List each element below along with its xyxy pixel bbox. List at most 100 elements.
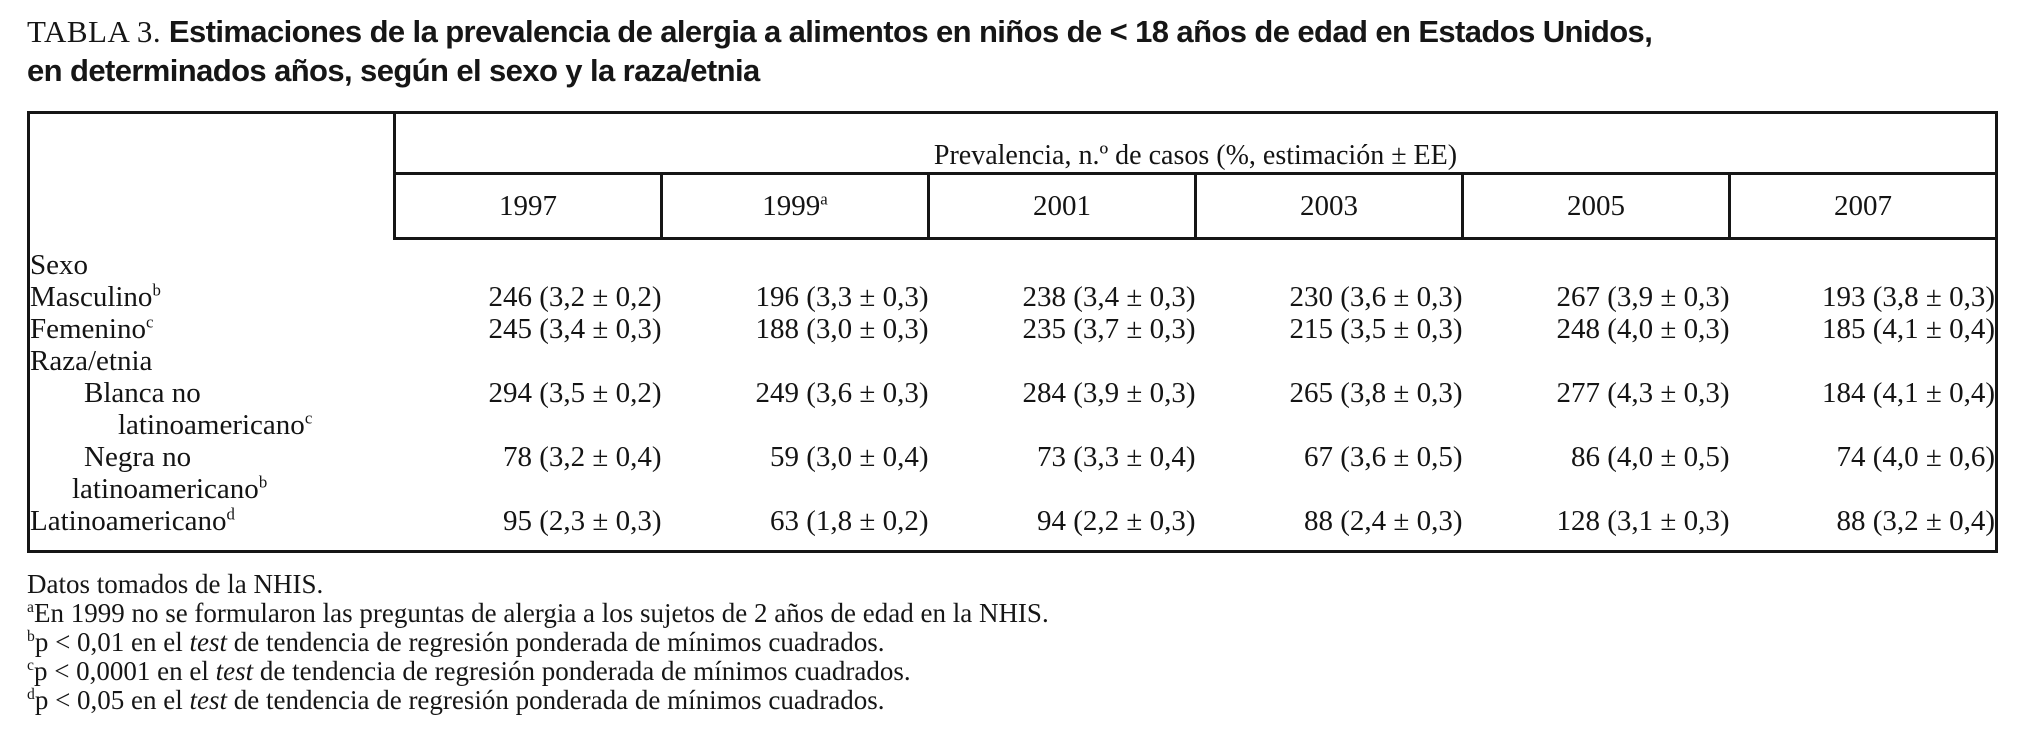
section-label-sexo: Sexo [30,248,88,281]
footnote-text: de tendencia de regresión ponderada de m… [227,627,885,657]
stub-cell [28,112,396,239]
year-label: 1997 [499,189,557,222]
year-label: 2007 [1834,189,1892,222]
empty-cell [929,239,1196,281]
empty-cell [662,239,929,281]
cell-latino-1997: 95 (2,3 ± 0,3) [503,504,662,537]
row-label-line-2: latinoamericanoc [30,409,395,441]
table-number-label: TABLA 3. [27,14,162,49]
empty-cell [1730,239,1997,281]
section-label-raza-etnia: Raza/etnia [30,344,153,377]
cell-negra-2007: 74 (4,0 ± 0,6) [1836,440,1995,473]
row-label-text: Latinoamericano [30,504,227,537]
footnote-marker: c [146,311,154,331]
col-header-2003: 2003 [1194,173,1463,240]
year-label: 2001 [1033,189,1091,222]
table-row: Sexo [29,239,1997,281]
footnote-text: En 1999 no se formularon las preguntas d… [33,598,1049,628]
footnote-italic: test [215,656,254,686]
footnote-marker: d [226,503,235,523]
cell-masculino-2003: 230 (3,6 ± 0,3) [1289,280,1463,313]
footnote-marker: b [27,628,35,645]
table-row: Raza/etnia [29,345,1997,377]
cell-femenino-2001: 235 (3,7 ± 0,3) [1022,312,1196,345]
prevalence-table: Prevalencia, n.º de casos (%, estimación… [27,111,1998,553]
table-title: TABLA 3. Estimaciones de la prevalencia … [27,12,1653,90]
cell-latino-2007: 88 (3,2 ± 0,4) [1836,504,1995,537]
col-header-2005: 2005 [1461,173,1730,240]
footnote-a: aEn 1999 no se formularon las preguntas … [27,599,1049,628]
cell-latino-2005: 128 (3,1 ± 0,3) [1556,504,1730,537]
year-label: 2005 [1567,189,1625,222]
footnote-c: cp < 0,0001 en el test de tendencia de r… [27,657,1049,686]
cell-masculino-1999: 196 (3,3 ± 0,3) [755,280,929,313]
row-label-line-2: latinoamericanob [30,473,395,505]
row-label-line-1: Negra no [84,440,192,473]
header-row-years: 1997 1999a 2001 2003 2005 2007 [29,173,1997,240]
footnote-text: p < 0,01 en el [34,627,190,657]
row-label-text: Masculino [30,280,153,313]
column-group-header: Prevalencia, n.º de casos (%, estimación… [394,112,1997,175]
footnote-marker: c [304,407,313,427]
cell-negra-2003: 67 (3,6 ± 0,5) [1304,440,1463,473]
cell-femenino-2003: 215 (3,5 ± 0,3) [1289,312,1463,345]
footnote-marker: b [152,279,161,299]
table-row: Latinoamericanod 95 (2,3 ± 0,3) 63 (1,8 … [29,505,1997,552]
empty-cell [395,345,662,377]
empty-cell [662,345,929,377]
cell-latino-2003: 88 (2,4 ± 0,3) [1304,504,1463,537]
cell-negra-2001: 73 (3,3 ± 0,4) [1037,440,1196,473]
cell-negra-1997: 78 (3,2 ± 0,4) [503,440,662,473]
empty-cell [1196,345,1463,377]
title-line-2: en determinados años, según el sexo y la… [27,53,760,88]
cell-masculino-2005: 267 (3,9 ± 0,3) [1556,280,1730,313]
cell-masculino-2007: 193 (3,8 ± 0,3) [1822,280,1995,313]
cell-blanca-2005: 277 (4,3 ± 0,3) [1556,376,1730,409]
row-label-line-1: Blanca no [84,376,201,409]
cell-blanca-1997: 294 (3,5 ± 0,2) [488,376,662,409]
empty-cell [1463,239,1730,281]
row-label-text: Femenino [30,312,146,345]
row-label-blanca-no-latinoamericano: Blanca no latinoamericanoc [29,377,395,441]
footnote-b: bp < 0,01 en el test de tendencia de reg… [27,628,1049,657]
cell-latino-1999: 63 (1,8 ± 0,2) [770,504,929,537]
cell-negra-1999: 59 (3,0 ± 0,4) [770,440,929,473]
row-label-latinoamericano: Latinoamericanod [29,505,395,552]
empty-cell [1196,239,1463,281]
year-label: 1999 [762,189,821,222]
empty-cell [929,345,1196,377]
cell-negra-2005: 86 (4,0 ± 0,5) [1571,440,1730,473]
cell-masculino-2001: 238 (3,4 ± 0,3) [1022,280,1196,313]
col-header-2007: 2007 [1728,173,1997,240]
table-row: Masculinob 246 (3,2 ± 0,2) 196 (3,3 ± 0,… [29,281,1997,313]
footnote-text: de tendencia de regresión ponderada de m… [227,685,885,715]
table-row: Negra no latinoamericanob 78 (3,2 ± 0,4)… [29,441,1997,505]
empty-cell [395,239,662,281]
footnote-d: dp < 0,05 en el test de tendencia de reg… [27,686,1049,715]
footnote-source: Datos tomados de la NHIS. [27,569,324,599]
table-row: Blanca no latinoamericanoc 294 (3,5 ± 0,… [29,377,1997,441]
row-label-text: latinoamericano [118,408,305,441]
footnote-italic: test [189,627,228,657]
row-label-text: latinoamericano [72,472,259,505]
cell-femenino-1997: 245 (3,4 ± 0,3) [488,312,662,345]
footnote-marker: a [27,599,34,616]
empty-cell [1463,345,1730,377]
cell-blanca-2003: 265 (3,8 ± 0,3) [1289,376,1463,409]
header-row-group: Prevalencia, n.º de casos (%, estimación… [28,112,1997,239]
cell-blanca-1999: 249 (3,6 ± 0,3) [755,376,929,409]
col-header-2001: 2001 [927,173,1196,240]
col-header-1999: 1999a [660,173,929,240]
row-label-femenino: Femeninoc [29,313,395,345]
footnote-marker: d [27,686,35,703]
cell-femenino-2007: 185 (4,1 ± 0,4) [1822,312,1995,345]
footnote-text: p < 0,0001 en el [33,656,216,686]
footnote-text: p < 0,05 en el [34,685,190,715]
cell-latino-2001: 94 (2,2 ± 0,3) [1037,504,1196,537]
cell-blanca-2007: 184 (4,1 ± 0,4) [1822,376,1995,409]
title-line-1: Estimaciones de la prevalencia de alergi… [168,14,1653,49]
row-label-masculino: Masculinob [29,281,395,313]
empty-cell [1730,345,1997,377]
footnote-italic: test [189,685,228,715]
